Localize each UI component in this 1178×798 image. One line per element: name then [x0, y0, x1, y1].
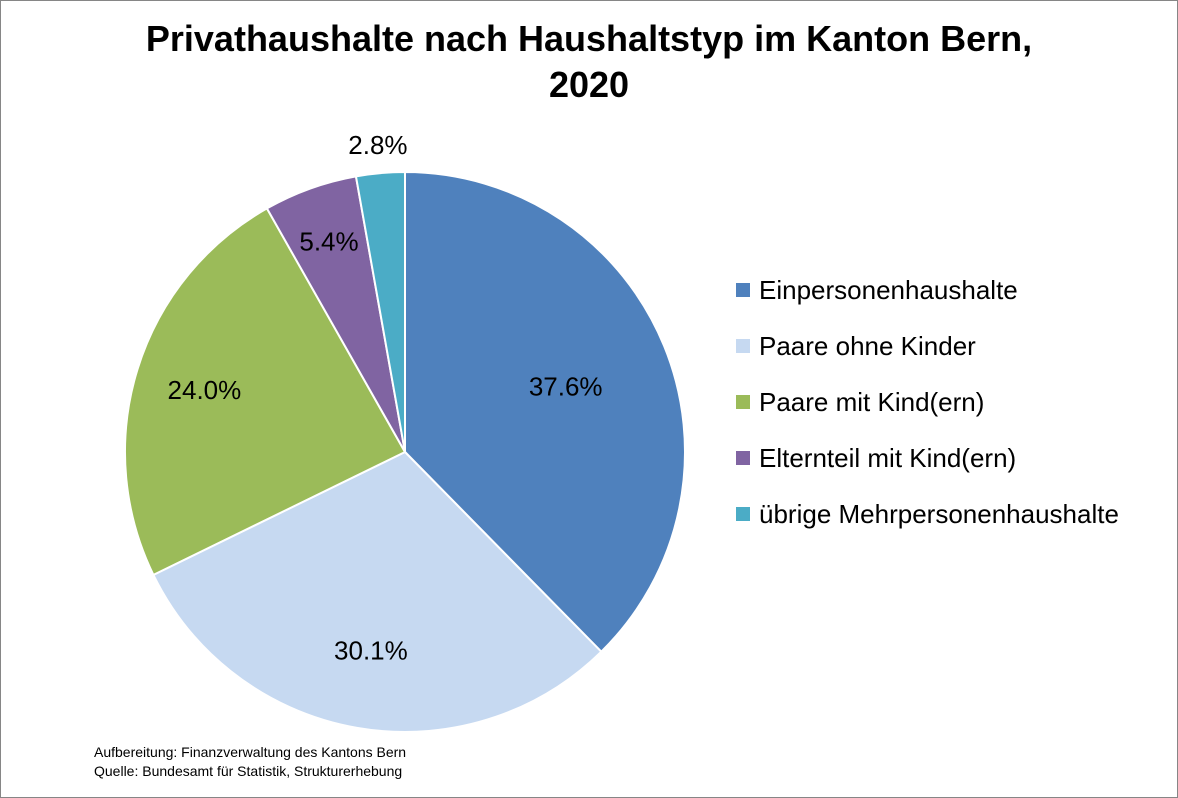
legend-label: Einpersonenhaushalte	[759, 274, 1018, 305]
source-notes: Aufbereitung: Finanzverwaltung des Kanto…	[94, 743, 406, 781]
data-label-5: 2.8%	[348, 130, 407, 160]
legend-item-5: übrige Mehrpersonenhaushalte	[736, 486, 1119, 542]
legend-item-1: Einpersonenhaushalte	[736, 262, 1119, 318]
chart-legend: Einpersonenhaushalte Paare ohne Kinder Paa…	[736, 262, 1119, 542]
chart-title-line-2: 2020	[548, 64, 630, 105]
pie-slice-3	[124, 207, 407, 577]
legend-swatch	[736, 339, 750, 353]
pie-slice-2	[152, 450, 603, 733]
pie-slices	[124, 170, 686, 733]
legend-item-2: Paare ohne Kinder	[736, 318, 1119, 374]
legend-swatch	[736, 395, 750, 409]
data-label-4: 5.4%	[299, 226, 358, 256]
legend-swatch	[736, 507, 750, 521]
legend-item-4: Elternteil mit Kind(ern)	[736, 430, 1119, 486]
preparation-note: Aufbereitung: Finanzverwaltung des Kanto…	[94, 744, 407, 760]
chart-title: Privathaushalte nach Haushaltstyp im Kan…	[0, 16, 1178, 108]
data-label-3: 24.0%	[168, 375, 242, 405]
legend-swatch	[736, 451, 750, 465]
source-note: Quelle: Bundesamt für Statistik, Struktu…	[94, 763, 403, 779]
pie-slice-5	[354, 170, 406, 453]
legend-item-3: Paare mit Kind(ern)	[736, 374, 1119, 430]
legend-label: übrige Mehrpersonenhaushalte	[759, 498, 1119, 529]
legend-swatch	[736, 283, 750, 297]
data-label-1: 37.6%	[529, 371, 603, 401]
legend-label: Elternteil mit Kind(ern)	[759, 442, 1017, 473]
pie-slice-1	[404, 170, 686, 654]
pie-data-labels: 37.6% 30.1% 24.0% 5.4% 2.8%	[168, 130, 603, 666]
legend-label: Paare mit Kind(ern)	[759, 386, 985, 417]
chart-title-line-1: Privathaushalte nach Haushaltstyp im Kan…	[145, 18, 1033, 59]
data-label-2: 30.1%	[334, 636, 408, 666]
legend-label: Paare ohne Kinder	[759, 330, 976, 361]
